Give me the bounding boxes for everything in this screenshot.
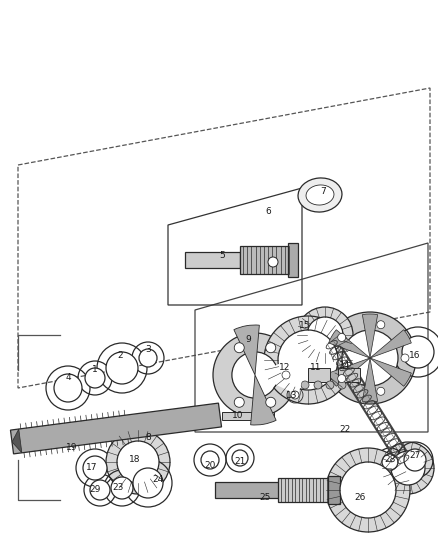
Text: 29: 29: [89, 486, 101, 495]
Circle shape: [133, 468, 163, 498]
Text: 17: 17: [86, 464, 98, 472]
Wedge shape: [251, 375, 276, 425]
Text: 27: 27: [410, 450, 420, 459]
Polygon shape: [12, 429, 22, 453]
Circle shape: [402, 336, 434, 368]
Circle shape: [297, 307, 353, 363]
Text: 9: 9: [245, 335, 251, 344]
Circle shape: [268, 257, 278, 267]
Text: 22: 22: [339, 425, 351, 434]
Circle shape: [139, 349, 157, 367]
Circle shape: [338, 375, 346, 383]
Circle shape: [282, 371, 290, 379]
Circle shape: [401, 354, 409, 362]
Text: 24: 24: [152, 475, 164, 484]
Text: 3: 3: [145, 345, 151, 354]
Circle shape: [404, 449, 426, 471]
Text: 12: 12: [279, 364, 291, 373]
Text: 21: 21: [234, 457, 246, 466]
Circle shape: [106, 352, 138, 384]
Circle shape: [326, 448, 410, 532]
Circle shape: [291, 391, 299, 399]
Circle shape: [307, 317, 343, 353]
Circle shape: [382, 442, 434, 494]
Text: 4: 4: [65, 374, 71, 383]
Circle shape: [266, 397, 276, 407]
Circle shape: [117, 441, 159, 483]
Circle shape: [83, 456, 107, 480]
Wedge shape: [255, 355, 302, 395]
Text: 18: 18: [129, 456, 141, 464]
Wedge shape: [362, 358, 378, 402]
Wedge shape: [234, 325, 259, 375]
FancyBboxPatch shape: [278, 478, 330, 502]
Polygon shape: [11, 403, 222, 454]
FancyBboxPatch shape: [328, 476, 340, 504]
Circle shape: [338, 334, 346, 342]
Circle shape: [340, 462, 396, 518]
Text: 20: 20: [204, 461, 215, 470]
Wedge shape: [370, 330, 411, 358]
Text: 13: 13: [286, 391, 298, 400]
Circle shape: [277, 366, 295, 384]
Text: 23: 23: [112, 483, 124, 492]
Circle shape: [232, 450, 248, 466]
Wedge shape: [328, 330, 370, 358]
Wedge shape: [362, 314, 378, 358]
Circle shape: [234, 343, 244, 353]
Circle shape: [90, 480, 110, 500]
Text: 7: 7: [320, 188, 326, 197]
Text: 8: 8: [145, 433, 151, 442]
Ellipse shape: [306, 185, 334, 205]
FancyBboxPatch shape: [215, 482, 280, 498]
FancyBboxPatch shape: [308, 368, 330, 382]
Circle shape: [201, 451, 219, 469]
Text: 6: 6: [265, 207, 271, 216]
Text: 15: 15: [299, 320, 311, 329]
Circle shape: [382, 454, 398, 470]
Text: 26: 26: [354, 494, 366, 503]
Circle shape: [326, 381, 334, 389]
Circle shape: [301, 381, 309, 389]
Text: 25: 25: [259, 494, 271, 503]
Text: 1: 1: [92, 366, 98, 375]
Text: 5: 5: [219, 251, 225, 260]
Circle shape: [111, 477, 133, 499]
Circle shape: [377, 321, 385, 329]
Text: 10: 10: [232, 410, 244, 419]
Wedge shape: [328, 358, 370, 386]
Circle shape: [266, 343, 276, 353]
Ellipse shape: [298, 178, 342, 212]
Circle shape: [377, 387, 385, 395]
Text: 16: 16: [409, 351, 421, 359]
Circle shape: [232, 352, 278, 398]
Circle shape: [342, 330, 398, 386]
Circle shape: [106, 430, 170, 494]
FancyBboxPatch shape: [185, 252, 240, 268]
Circle shape: [213, 333, 297, 417]
Text: 19: 19: [66, 443, 78, 453]
Text: 2: 2: [117, 351, 123, 359]
Circle shape: [264, 316, 352, 404]
Circle shape: [54, 374, 82, 402]
FancyBboxPatch shape: [240, 246, 292, 274]
Circle shape: [234, 397, 244, 407]
Circle shape: [324, 312, 416, 404]
Wedge shape: [370, 358, 411, 386]
Circle shape: [314, 381, 322, 389]
Text: 28: 28: [384, 456, 396, 464]
Text: 14: 14: [339, 360, 351, 369]
Circle shape: [278, 330, 338, 390]
Text: 11: 11: [310, 364, 322, 373]
Circle shape: [338, 381, 346, 389]
FancyBboxPatch shape: [288, 243, 298, 277]
Circle shape: [85, 368, 105, 388]
Circle shape: [391, 451, 425, 485]
FancyBboxPatch shape: [338, 368, 360, 382]
FancyBboxPatch shape: [222, 412, 274, 420]
